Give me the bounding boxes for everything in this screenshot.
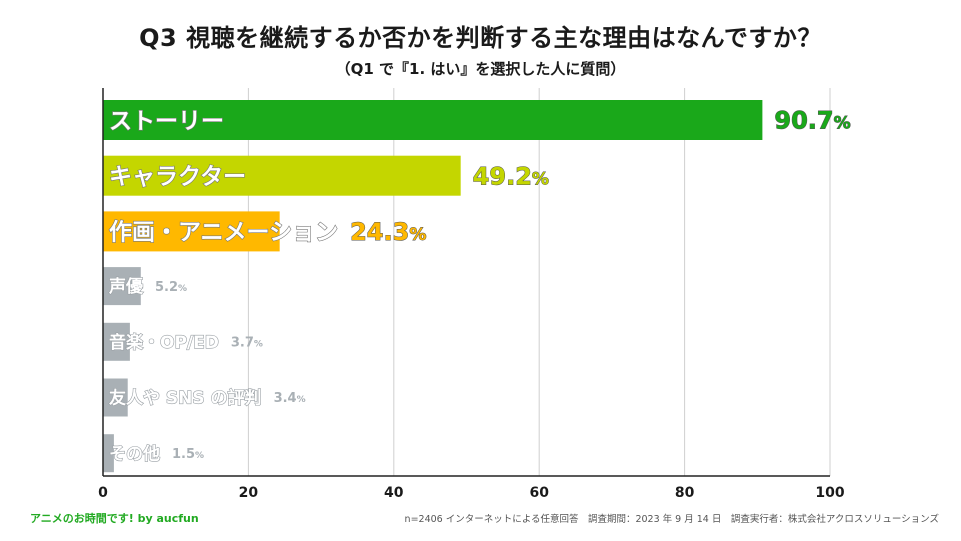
category-label: 作画・アニメーション (109, 220, 338, 246)
value-label: 49.2% (473, 162, 549, 190)
chart-title: Q3 視聴を継続するか否かを判断する主な理由はなんですか？ (139, 24, 822, 52)
bar (103, 378, 128, 417)
chart-subtitle: （Q1 で『1. はい』を選択した人に質問） (335, 60, 626, 78)
value-label: 1.5% (172, 447, 204, 462)
value-label: 24.3% (350, 218, 426, 246)
category-label: キャラクター (109, 164, 246, 190)
category-label: 音楽・OP/ED (109, 332, 219, 353)
category-label: 声優 (108, 276, 144, 297)
category-label: ストーリー (109, 108, 224, 134)
bar (103, 322, 130, 361)
x-tick-label: 0 (98, 485, 108, 501)
bar (103, 267, 141, 306)
brand-footer: アニメのお時間です! by aucfun (30, 512, 199, 525)
x-tick-label: 40 (384, 485, 404, 501)
x-tick-label: 60 (529, 485, 549, 501)
x-tick-label: 100 (815, 485, 844, 501)
bar (103, 211, 280, 252)
value-label: 3.7% (231, 335, 263, 350)
bar (103, 155, 461, 196)
bar (103, 100, 763, 140)
x-tick-label: 80 (675, 485, 695, 501)
value-label: 90.7% (774, 107, 850, 135)
category-label: 友人や SNS の評判 (109, 388, 262, 409)
category-label: その他 (109, 443, 160, 464)
bar (103, 434, 114, 473)
value-label: 5.2% (155, 280, 187, 295)
survey-note: n=2406 インターネットによる任意回答 調査期間：2023 年 9 月 14… (404, 514, 939, 525)
value-label: 3.4% (274, 391, 306, 406)
x-tick-label: 20 (239, 485, 259, 501)
